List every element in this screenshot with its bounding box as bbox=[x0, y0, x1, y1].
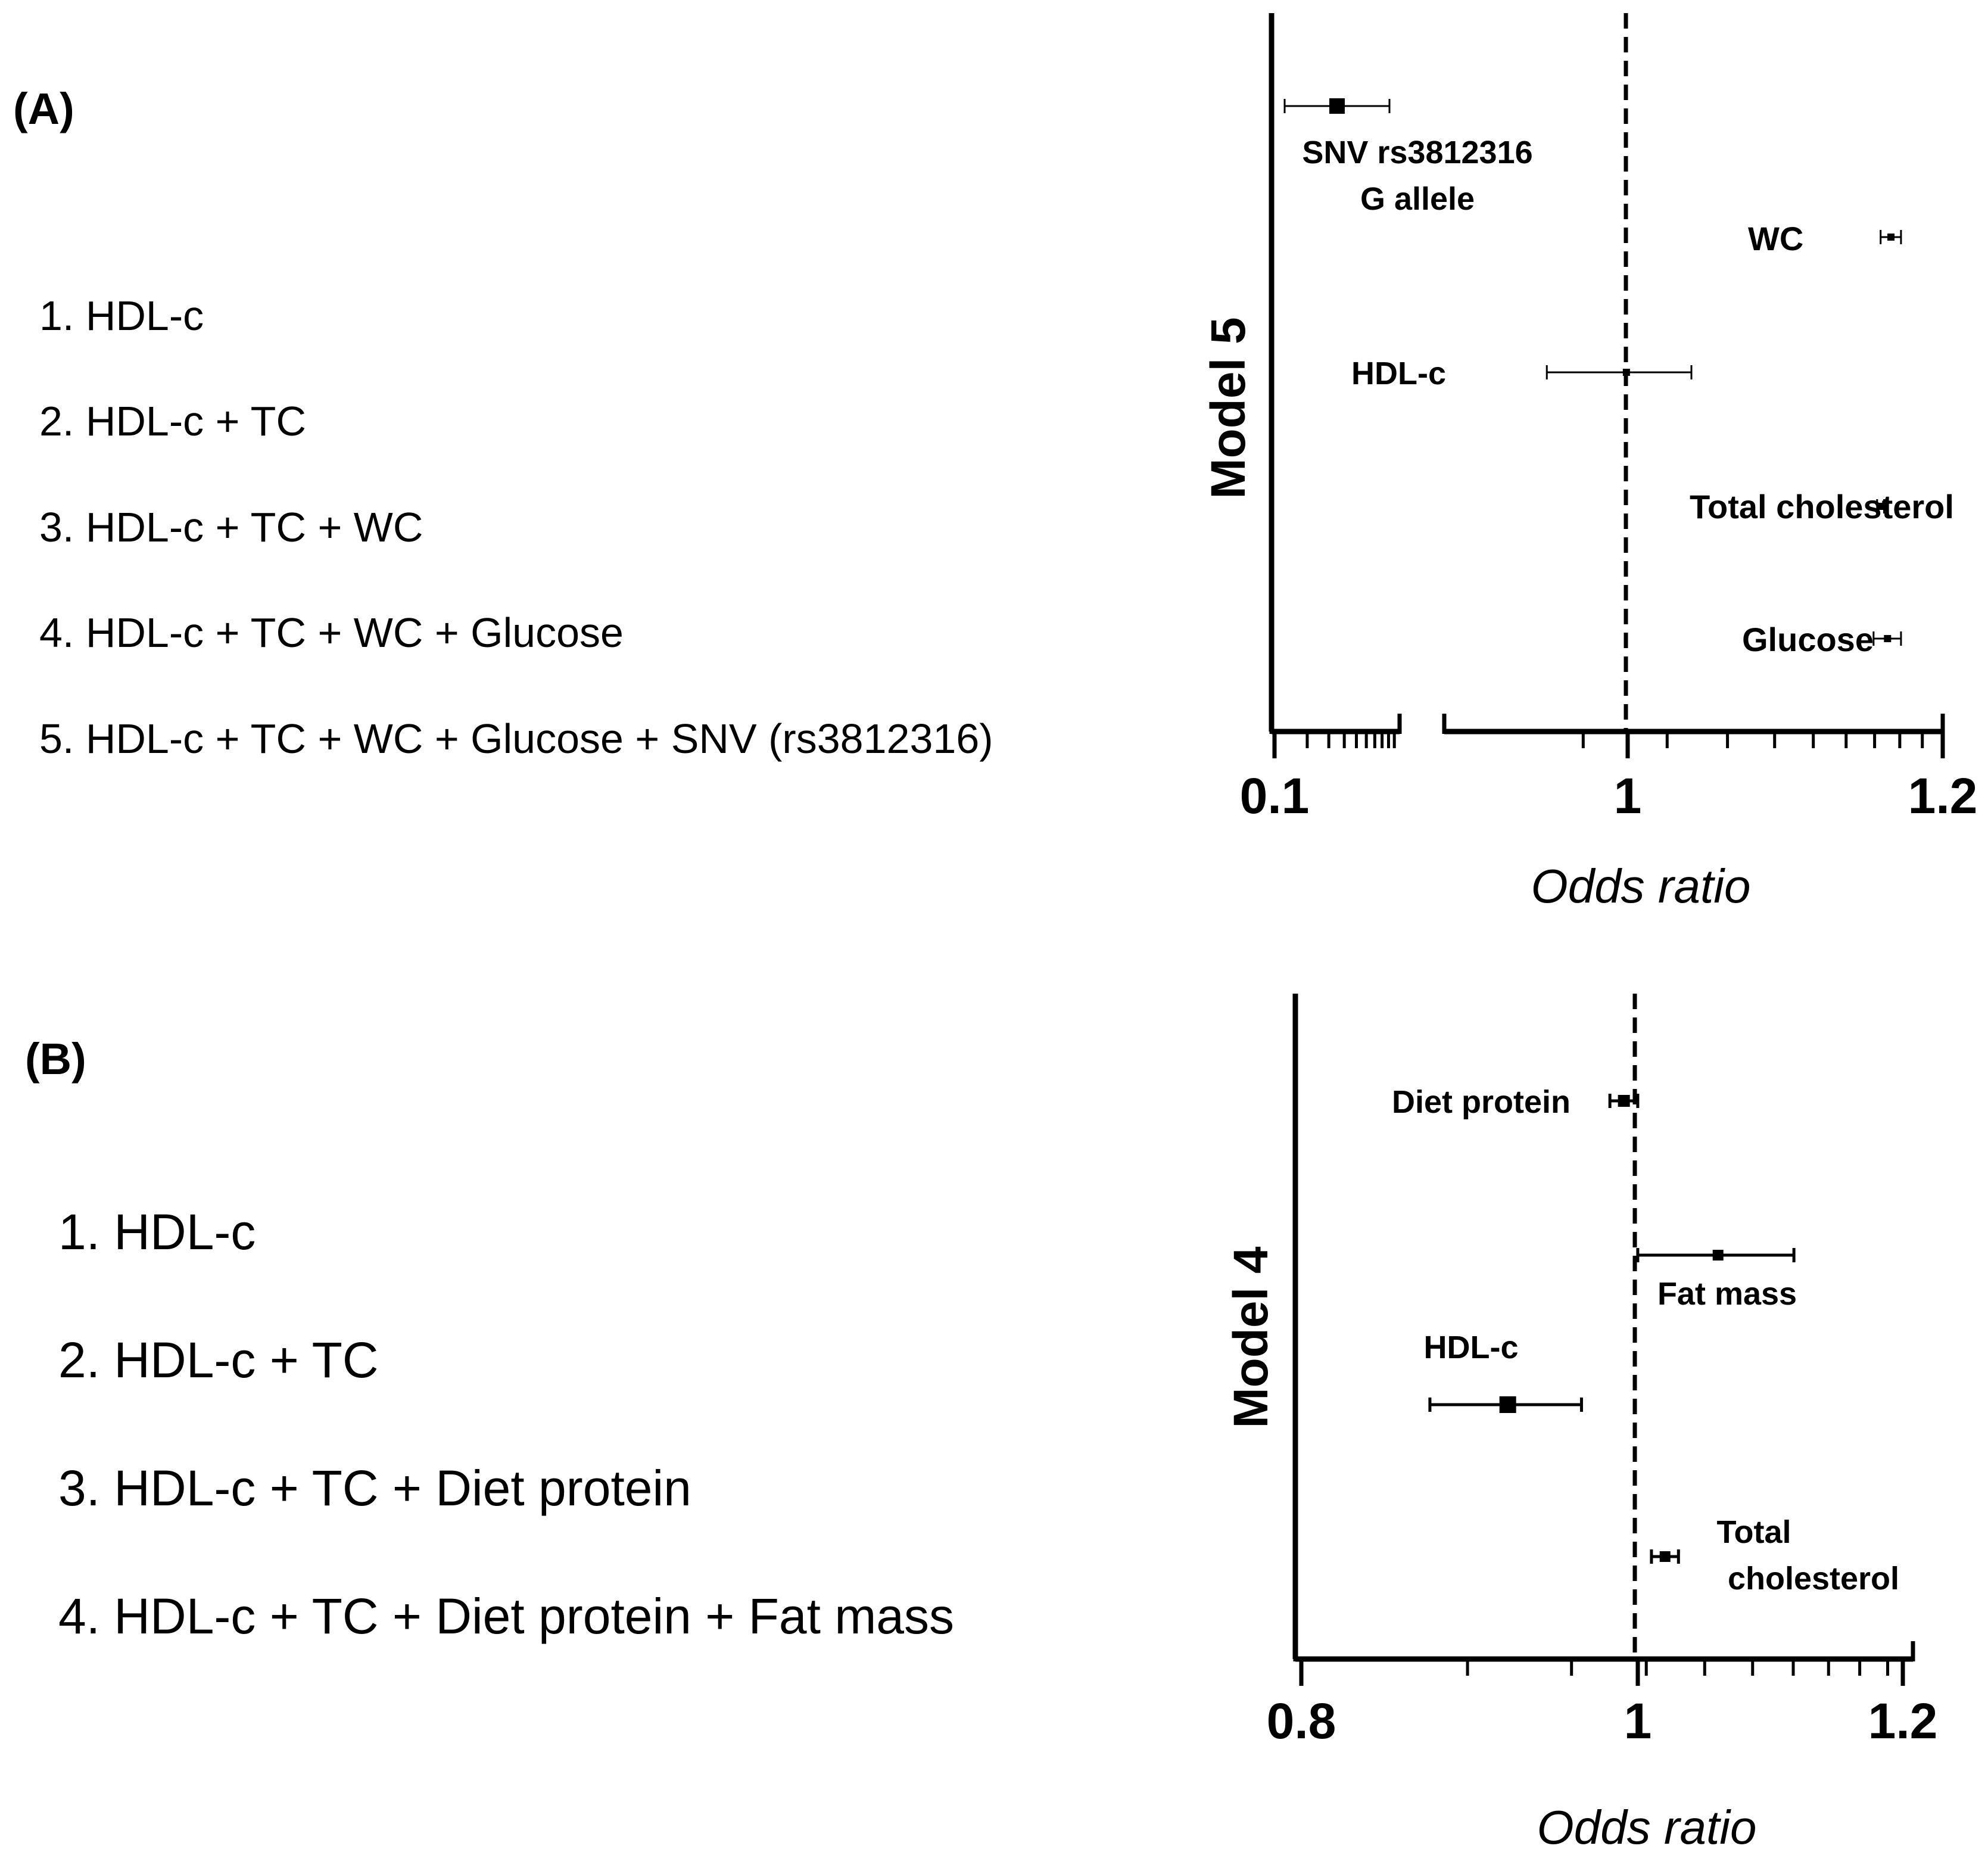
point-estimate-marker bbox=[1884, 635, 1892, 642]
series-label: Total cholesterol bbox=[1690, 488, 1954, 525]
series-label: cholesterol bbox=[1728, 1561, 1899, 1596]
point-estimate-marker bbox=[1622, 369, 1630, 376]
series-label: WC bbox=[1748, 220, 1803, 257]
series-label: G allele bbox=[1360, 181, 1475, 217]
point-estimate-marker bbox=[1659, 1551, 1671, 1562]
point-estimate-marker bbox=[1329, 98, 1345, 114]
y-axis-label: Model 4 bbox=[1224, 1246, 1278, 1428]
y-axis-label: Model 5 bbox=[1201, 317, 1255, 499]
point-estimate-marker bbox=[1712, 1250, 1724, 1261]
x-axis-label: Odds ratio bbox=[1537, 1801, 1756, 1854]
model-list-item: 3. HDL-c + TC + WC bbox=[39, 504, 423, 550]
point-estimate-marker bbox=[1499, 1396, 1516, 1413]
model-list-item: 2. HDL-c + TC bbox=[39, 398, 306, 444]
model-list-item: 2. HDL-c + TC bbox=[58, 1332, 379, 1388]
model-list-item: 4. HDL-c + TC + Diet protein + Fat mass bbox=[58, 1588, 955, 1644]
series-label: SNV rs3812316 bbox=[1302, 135, 1532, 170]
x-tick-label: 0.8 bbox=[1267, 1693, 1336, 1749]
series-label: HDL-c bbox=[1424, 1330, 1519, 1365]
model-list-item: 4. HDL-c + TC + WC + Glucose bbox=[39, 609, 624, 656]
x-tick-label: 1.2 bbox=[1908, 768, 1978, 824]
x-tick-label: 1 bbox=[1614, 768, 1642, 824]
panel-a-label: (A) bbox=[13, 84, 74, 133]
series-label: Glucose bbox=[1742, 621, 1874, 658]
point-estimate-marker bbox=[1887, 234, 1895, 241]
model-list-item: 1. HDL-c bbox=[58, 1204, 256, 1260]
series-label: HDL-c bbox=[1351, 356, 1446, 391]
x-tick-label: 1 bbox=[1624, 1693, 1652, 1749]
x-tick-label: 0.1 bbox=[1240, 768, 1310, 824]
x-tick-label: 1.2 bbox=[1868, 1693, 1938, 1749]
panel-b-label: (B) bbox=[25, 1034, 86, 1084]
x-axis-label: Odds ratio bbox=[1531, 860, 1750, 913]
series-label: Fat mass bbox=[1657, 1276, 1797, 1312]
model-list-item: 1. HDL-c bbox=[39, 292, 204, 339]
model-list-item: 3. HDL-c + TC + Diet protein bbox=[58, 1460, 691, 1516]
series-label: Total bbox=[1717, 1514, 1791, 1550]
point-estimate-marker bbox=[1618, 1095, 1630, 1107]
series-label: Diet protein bbox=[1392, 1084, 1571, 1120]
point-estimate-marker bbox=[1877, 503, 1884, 510]
model-list-item: 5. HDL-c + TC + WC + Glucose + SNV (rs38… bbox=[39, 715, 993, 762]
